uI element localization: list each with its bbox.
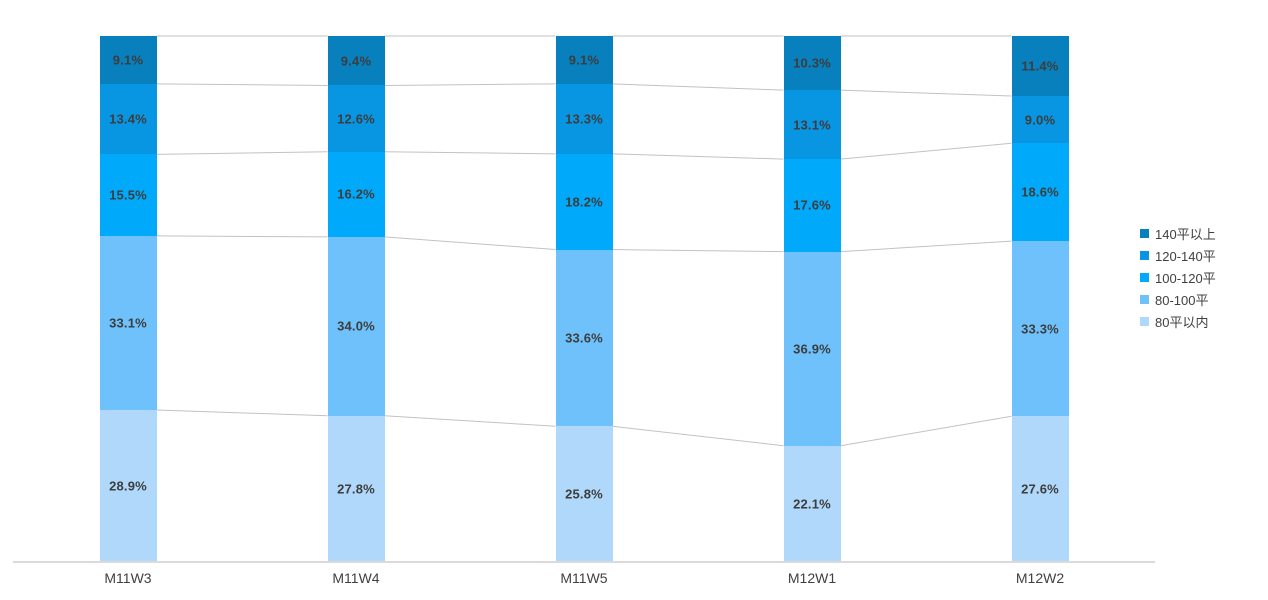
bar-segment: 9.1% — [555, 36, 613, 84]
segment-value-label: 22.1% — [793, 496, 831, 512]
segment-value-label: 33.1% — [109, 315, 147, 331]
bar-segment: 13.1% — [783, 90, 841, 160]
segment-value-label: 18.6% — [1021, 184, 1059, 200]
bar-segment: 33.1% — [99, 235, 157, 410]
bar-segment: 10.3% — [783, 36, 841, 91]
bar-column-m11w5: 9.1% 13.3% 18.2% 33.6% 25.8% — [555, 36, 613, 562]
segment-value-label: 10.3% — [793, 55, 831, 71]
bar-segment: 18.6% — [1011, 143, 1069, 242]
bar-segment: 25.8% — [555, 426, 613, 562]
x-axis-label: M12W1 — [787, 570, 837, 586]
segment-value-label: 11.4% — [1021, 58, 1059, 74]
segment-value-label: 9.0% — [1024, 112, 1056, 128]
bar-segment: 9.1% — [99, 36, 157, 84]
x-axis-label: M11W5 — [560, 570, 608, 586]
legend-label: 80平以内 — [1155, 314, 1209, 330]
segment-value-label: 13.3% — [565, 111, 603, 127]
bar-segment: 9.0% — [1011, 95, 1069, 144]
x-axis-line — [13, 561, 1155, 563]
legend-swatch-icon — [1140, 272, 1149, 282]
segment-value-label: 9.1% — [568, 52, 600, 68]
segment-value-label: 16.2% — [337, 186, 375, 202]
legend-item: 100-120平 — [1140, 266, 1216, 288]
legend-label: 80-100平 — [1155, 292, 1209, 308]
segment-value-label: 12.6% — [337, 111, 375, 127]
segment-value-label: 36.9% — [793, 341, 831, 357]
segment-value-label: 17.6% — [793, 197, 831, 213]
segment-value-label: 13.1% — [793, 117, 831, 133]
bar-segment: 34.0% — [327, 236, 385, 416]
bar-segment: 33.3% — [1011, 241, 1069, 417]
legend-swatch-icon — [1140, 250, 1149, 260]
segment-value-label: 27.6% — [1021, 481, 1059, 497]
bar-column-m11w3: 9.1% 13.4% 15.5% 33.1% 28.9% — [99, 36, 157, 562]
bar-segment: 11.4% — [1011, 36, 1069, 96]
x-axis-label: M12W2 — [1015, 570, 1065, 586]
segment-value-label: 15.5% — [109, 187, 147, 203]
segment-value-label: 18.2% — [565, 194, 603, 210]
bar-segment: 16.2% — [327, 151, 385, 237]
bar-column-m12w2: 11.4% 9.0% 18.6% 33.3% 27.6% — [1011, 36, 1069, 562]
legend-label: 140平以上 — [1155, 226, 1216, 242]
bar-segment: 15.5% — [99, 154, 157, 236]
segment-value-label: 33.6% — [565, 330, 603, 346]
chart-legend: 140平以上 120-140平 100-120平 80-100平 80平以内 — [1140, 222, 1216, 332]
segment-value-label: 33.3% — [1021, 321, 1059, 337]
legend-swatch-icon — [1140, 228, 1149, 238]
legend-swatch-icon — [1140, 294, 1149, 304]
bar-segment: 9.4% — [327, 36, 385, 86]
bar-column-m12w1: 10.3% 13.1% 17.6% 36.9% 22.1% — [783, 36, 841, 562]
bar-segment: 13.4% — [99, 83, 157, 155]
legend-label: 120-140平 — [1155, 248, 1216, 264]
x-axis-label: M11W4 — [332, 570, 380, 586]
bar-segment: 22.1% — [783, 445, 841, 562]
legend-label: 100-120平 — [1155, 270, 1216, 286]
legend-item: 80-100平 — [1140, 288, 1216, 310]
segment-value-label: 28.9% — [109, 478, 147, 494]
bar-segment: 12.6% — [327, 85, 385, 152]
bar-segment: 13.3% — [555, 83, 613, 154]
bar-segment: 36.9% — [783, 251, 841, 446]
segment-value-label: 25.8% — [565, 486, 603, 502]
legend-item: 80平以内 — [1140, 310, 1216, 332]
bar-segment: 27.8% — [327, 415, 385, 562]
segment-value-label: 9.4% — [340, 53, 372, 69]
bar-segment: 18.2% — [555, 153, 613, 250]
segment-value-label: 27.8% — [337, 481, 375, 497]
bar-column-m11w4: 9.4% 12.6% 16.2% 34.0% 27.8% — [327, 36, 385, 562]
legend-swatch-icon — [1140, 316, 1149, 326]
legend-item: 140平以上 — [1140, 222, 1216, 244]
x-axis-label: M11W3 — [104, 570, 152, 586]
segment-value-label: 34.0% — [337, 318, 375, 334]
segment-value-label: 9.1% — [112, 52, 144, 68]
bar-segment: 28.9% — [99, 409, 157, 562]
legend-item: 120-140平 — [1140, 244, 1216, 266]
bar-segment: 27.6% — [1011, 416, 1069, 562]
bar-segment: 17.6% — [783, 159, 841, 252]
segment-value-label: 13.4% — [109, 111, 147, 127]
bar-segment: 33.6% — [555, 249, 613, 427]
